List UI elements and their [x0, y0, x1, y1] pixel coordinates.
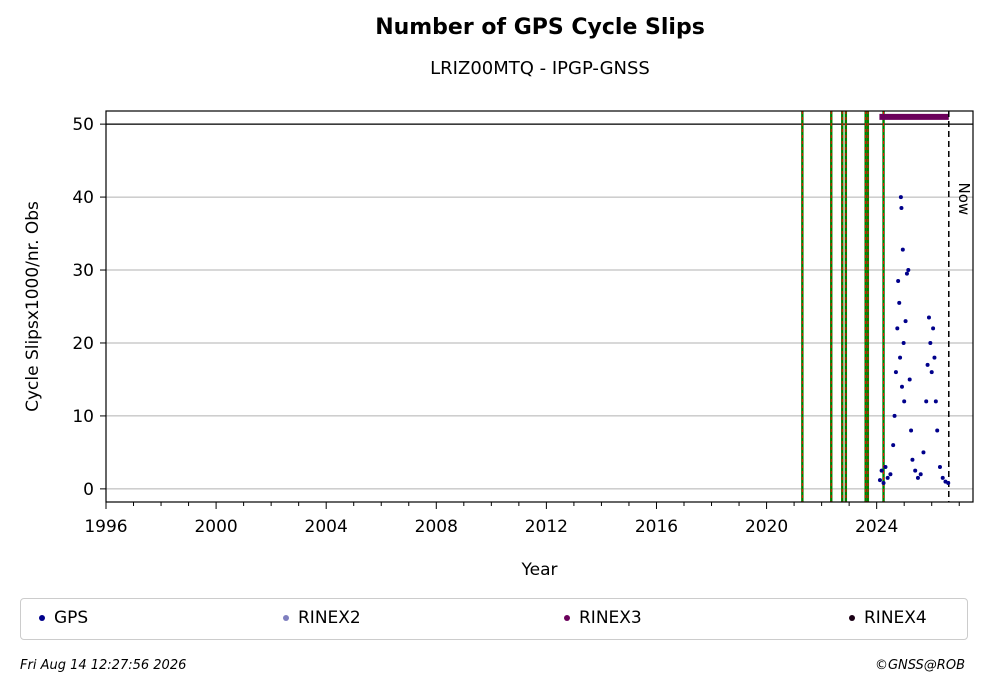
legend-item-rinex3: RINEX3: [564, 608, 642, 628]
gps-point: [897, 300, 902, 305]
gps-point: [946, 481, 951, 486]
now-label: Now: [955, 182, 973, 215]
gps-point: [931, 326, 936, 331]
gps-point: [928, 340, 933, 345]
legend-label-rinex4: RINEX4: [864, 608, 927, 628]
legend-marker-gps: [39, 615, 45, 621]
gps-point: [885, 475, 890, 480]
gps-point: [895, 326, 900, 331]
y-tick-label-1: 10: [72, 407, 94, 427]
gps-point: [900, 247, 905, 252]
x-axis-label: Year: [521, 560, 558, 580]
x-tick-label-6: 2020: [745, 517, 788, 537]
footer-credit: ©GNSS@ROB: [874, 658, 965, 673]
x-tick-label-5: 2016: [635, 517, 678, 537]
gps-point: [924, 399, 929, 404]
gps-point: [898, 195, 903, 200]
x-tick-label-3: 2008: [415, 517, 458, 537]
gps-point: [907, 377, 912, 382]
x-tick-label-2: 2004: [305, 517, 348, 537]
gps-point: [906, 268, 911, 273]
gps-point: [881, 481, 886, 486]
gps-point: [901, 340, 906, 345]
gps-point: [879, 468, 884, 473]
gps-point: [904, 271, 909, 276]
x-tick-label-7: 2024: [855, 517, 898, 537]
x-tick-label-4: 2012: [525, 517, 568, 537]
legend-label-gps: GPS: [54, 608, 89, 628]
legend: GPS RINEX2 RINEX3 RINEX4: [20, 598, 968, 640]
y-axis-label: Cycle Slipsx1000/nr. Obs: [23, 201, 43, 412]
legend-item-gps: GPS: [39, 608, 88, 628]
gps-point: [899, 384, 904, 389]
gps-point: [902, 399, 907, 404]
gps-point: [913, 468, 918, 473]
legend-label-rinex3: RINEX3: [579, 608, 642, 628]
gps-point: [893, 370, 898, 375]
legend-marker-rinex3: [564, 615, 570, 621]
footer-timestamp: Fri Aug 14 12:27:56 2026: [20, 658, 187, 673]
gps-point: [921, 450, 926, 455]
gps-point: [932, 355, 937, 360]
gps-point: [937, 464, 942, 469]
gps-point: [891, 443, 896, 448]
gps-point: [933, 399, 938, 404]
gps-point: [898, 355, 903, 360]
y-tick-label-3: 30: [72, 261, 94, 281]
legend-label-rinex2: RINEX2: [298, 608, 361, 628]
gps-point: [926, 315, 931, 320]
legend-item-rinex4: RINEX4: [849, 608, 927, 628]
legend-marker-rinex2: [283, 615, 289, 621]
chart-subtitle: LRIZ00MTQ - IPGP-GNSS: [430, 58, 650, 79]
gps-point: [896, 278, 901, 283]
gps-point: [918, 472, 923, 477]
legend-item-rinex2: RINEX2: [283, 608, 361, 628]
gps-point: [909, 428, 914, 433]
y-tick-label-5: 50: [72, 115, 94, 135]
gps-point: [888, 472, 893, 477]
x-tick-label-1: 2000: [194, 517, 237, 537]
gps-point: [892, 413, 897, 418]
gps-point: [915, 475, 920, 480]
gps-point: [925, 362, 930, 367]
y-tick-label-0: 0: [83, 480, 94, 500]
gps-point: [929, 370, 934, 375]
gps-point: [877, 478, 882, 483]
gps-point: [940, 475, 945, 480]
y-tick-label-2: 20: [72, 334, 94, 354]
gps-point: [910, 457, 915, 462]
gps-point: [903, 319, 908, 324]
y-tick-label-4: 40: [72, 188, 94, 208]
gps-point: [935, 428, 940, 433]
gps-point: [883, 464, 888, 469]
gps-point: [899, 206, 904, 211]
x-tick-label-0: 1996: [84, 517, 127, 537]
chart-title: Number of GPS Cycle Slips: [375, 15, 705, 40]
legend-marker-rinex4: [849, 615, 855, 621]
plot-frame: [105, 110, 974, 503]
